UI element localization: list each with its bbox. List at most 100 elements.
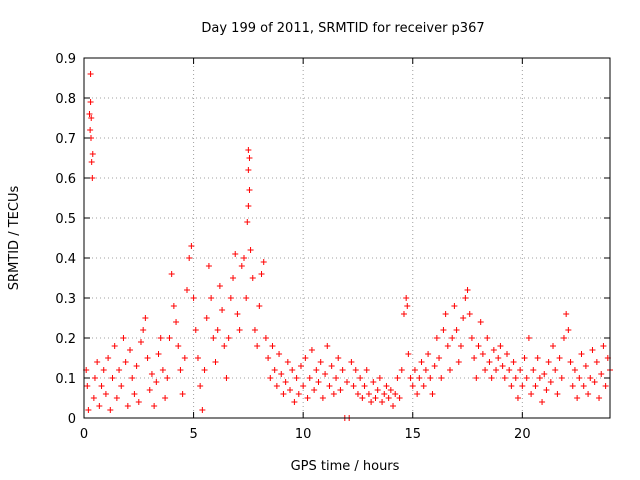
data-point [565, 327, 572, 333]
data-point [254, 343, 261, 349]
data-point [324, 343, 331, 349]
data-point [256, 303, 263, 309]
data-point [578, 351, 585, 357]
data-point [282, 379, 289, 385]
data-point [596, 395, 603, 401]
data-point [499, 363, 506, 369]
data-point [219, 307, 226, 313]
y-tick-label: 0.2 [55, 332, 76, 347]
x-tick-label: 15 [404, 427, 421, 442]
data-point [197, 383, 204, 389]
data-point [372, 395, 379, 401]
data-point [140, 327, 147, 333]
data-point [267, 375, 274, 381]
data-point [418, 359, 425, 365]
data-point [468, 335, 475, 341]
x-axis-label: GPS time / hours [291, 459, 400, 474]
data-point [284, 359, 291, 365]
data-point [89, 175, 96, 181]
data-point [571, 367, 578, 373]
data-point [308, 347, 315, 353]
data-point [433, 335, 440, 341]
data-point [348, 359, 355, 365]
data-point [453, 327, 460, 333]
x-tick-label: 5 [189, 427, 197, 442]
data-point [246, 155, 253, 161]
data-point [361, 383, 368, 389]
data-point [245, 147, 252, 153]
data-point [539, 399, 546, 405]
data-point [482, 367, 489, 373]
x-tick-label: 20 [514, 427, 531, 442]
data-point [552, 367, 559, 373]
data-point [127, 347, 134, 353]
y-tick-label: 0 [68, 412, 76, 427]
data-point [422, 367, 429, 373]
data-point [532, 383, 539, 389]
data-point [510, 359, 517, 365]
y-tick-label: 0.1 [55, 372, 76, 387]
data-point [381, 391, 388, 397]
data-point [444, 343, 451, 349]
data-point [436, 355, 443, 361]
data-point [521, 355, 528, 361]
data-point [517, 367, 524, 373]
data-point [289, 367, 296, 373]
data-point [177, 367, 184, 373]
data-point [462, 295, 469, 301]
data-point [536, 375, 543, 381]
data-point [503, 351, 510, 357]
data-point [212, 359, 219, 365]
y-tick-label: 0.3 [55, 292, 76, 307]
data-point [221, 343, 228, 349]
data-point [155, 351, 162, 357]
data-point [135, 399, 142, 405]
data-point [420, 383, 427, 389]
data-point [317, 359, 324, 365]
data-point [534, 355, 541, 361]
data-point [300, 383, 307, 389]
axis-ticks [83, 57, 610, 419]
y-tick-label: 0.7 [55, 132, 76, 147]
data-points [83, 71, 613, 421]
data-point [230, 275, 237, 281]
data-point [260, 259, 267, 265]
data-point [495, 355, 502, 361]
data-point [273, 383, 280, 389]
x-tick-labels: 0 5 10 15 20 [80, 427, 531, 442]
data-point [405, 351, 412, 357]
data-point [600, 343, 607, 349]
data-point [466, 311, 473, 317]
data-point [244, 219, 251, 225]
data-point [295, 391, 302, 397]
data-point [234, 311, 241, 317]
data-point [159, 367, 166, 373]
data-point [107, 407, 114, 413]
data-point [186, 255, 193, 261]
y-axis-label: SRMTID / TECUs [7, 186, 22, 291]
data-point [392, 391, 399, 397]
y-tick-label: 0.9 [55, 52, 76, 67]
data-point [528, 391, 535, 397]
data-point [484, 335, 491, 341]
data-point [477, 319, 484, 325]
data-point [84, 383, 91, 389]
data-point [328, 363, 335, 369]
data-point [269, 343, 276, 349]
data-point [497, 343, 504, 349]
data-point [210, 335, 217, 341]
data-point [199, 407, 206, 413]
data-point [479, 351, 486, 357]
data-point [519, 383, 526, 389]
data-point [514, 395, 521, 401]
data-point [87, 127, 94, 133]
data-point [376, 375, 383, 381]
data-point [184, 287, 191, 293]
data-point [153, 379, 160, 385]
data-point [304, 395, 311, 401]
data-point [359, 395, 366, 401]
data-point [475, 343, 482, 349]
data-point [251, 327, 258, 333]
data-point [560, 335, 567, 341]
